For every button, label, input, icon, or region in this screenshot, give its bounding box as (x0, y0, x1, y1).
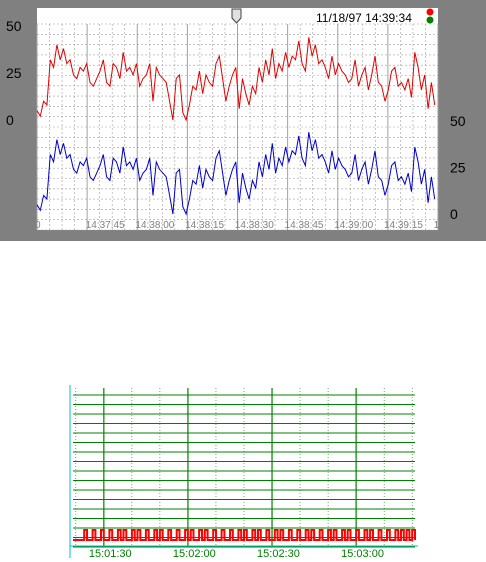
lower-chart: 15:01:30 15:02:00 15:02:30 15:03:00 (69, 385, 418, 560)
lower-x-tick-label: 15:02:30 (257, 548, 300, 560)
upper-series-line-1 (36, 37, 436, 122)
y-left-tick-label: 0 (6, 112, 14, 128)
pen-slash-icon-4 (90, 11, 99, 19)
upper-tick-labels: 50 25 0 50 25 0 0 14:37:45 14:38:00 14:38:15 14:38… (6, 18, 473, 231)
upper-chart: 11/18/97 14:39:34 50 25 0 50 25 0 0 14:37:45 14:… (0, 0, 486, 241)
y-left-tick-label: 25 (6, 65, 22, 81)
lower-series (73, 529, 416, 541)
upper-toolbar: 11/18/97 14:39:34 (45, 8, 434, 25)
x-tick-label: 14:37:45 (86, 220, 125, 231)
pen-slash-icon-3 (75, 10, 86, 19)
x-tick-label: 14:38:45 (285, 220, 324, 231)
lower-grid (69, 385, 418, 558)
pen-slash-icon-1 (45, 10, 56, 19)
upper-grid (36, 23, 439, 231)
scroll-thumb-icon[interactable] (231, 8, 242, 24)
timestamp-label: 11/18/97 14:39:34 (316, 11, 412, 25)
upper-series (36, 37, 436, 216)
x-tick-label: 14:39:30 (434, 220, 473, 231)
lower-x-tick-label: 15:01:30 (89, 548, 132, 560)
y-right-tick-label: 25 (450, 160, 466, 176)
y-left-tick-label: 50 (6, 18, 22, 34)
x-tick-label: 0 (35, 220, 41, 231)
upper-series-line-2 (36, 132, 436, 216)
lower-series-line-1 (73, 529, 416, 541)
lower-x-tick-label: 15:02:00 (173, 548, 216, 560)
status-led-red-icon (426, 8, 434, 16)
pen-slash-icon-2 (60, 10, 71, 19)
lower-tick-labels: 15:01:30 15:02:00 15:02:30 15:03:00 (89, 548, 384, 560)
x-tick-label: 14:38:30 (235, 220, 274, 231)
x-tick-label: 14:39:00 (334, 220, 373, 231)
x-tick-label: 14:38:15 (185, 220, 224, 231)
status-led-green-icon (426, 16, 434, 24)
x-tick-label: 14:38:00 (135, 220, 174, 231)
y-right-tick-label: 50 (450, 113, 466, 129)
lower-x-tick-label: 15:03:00 (341, 548, 384, 560)
x-tick-label: 14:39:15 (384, 220, 423, 231)
y-right-tick-label: 0 (450, 206, 458, 222)
